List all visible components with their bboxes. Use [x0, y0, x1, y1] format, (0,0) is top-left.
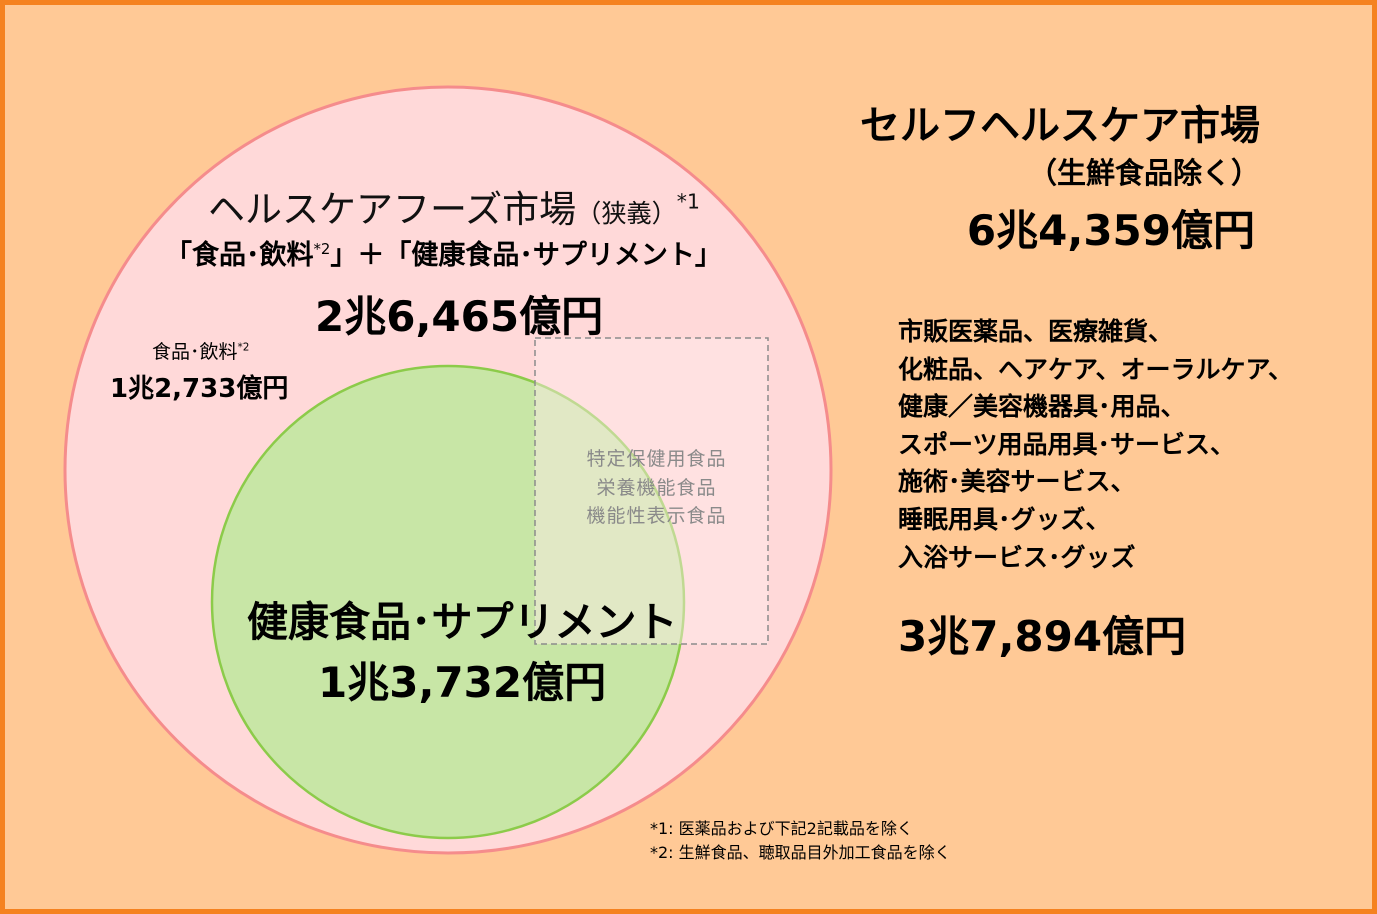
- outer-item: 健康／美容機器具･用品、: [898, 392, 1186, 422]
- health-supplements-circle: [210, 364, 686, 840]
- outer-item: 睡眠用具･グッズ、: [898, 504, 1111, 534]
- fosh-dashed-box: [534, 337, 769, 645]
- healthcare-foods-title: ヘルスケアフーズ市場（狭義）*1: [208, 179, 700, 233]
- fosh-label: 栄養機能食品: [596, 476, 717, 499]
- outer-item: スポーツ用品用具･サービス、: [898, 429, 1236, 459]
- formula-part-food: 「食品･飲料: [165, 240, 314, 271]
- outer-market-title: セルフヘルスケア市場: [860, 103, 1260, 149]
- food-beverage-label-text: 食品･飲料: [152, 341, 238, 363]
- healthcare-foods-value: 2兆6,465億円: [315, 292, 604, 341]
- health-supplements-title: 健康食品･サプリメント: [247, 598, 678, 646]
- outer-items-value: 3兆7,894億円: [898, 612, 1187, 661]
- healthcare-foods-title-footnote: *1: [676, 189, 700, 214]
- food-beverage-value: 1兆2,733億円: [110, 374, 289, 404]
- formula-footnote: *2: [313, 240, 331, 258]
- formula-part-supplements: 」＋「健康食品･サプリメント」: [330, 240, 722, 271]
- healthcare-foods-title-text: ヘルスケアフーズ市場: [208, 188, 577, 231]
- fosh-label: 機能性表示食品: [586, 505, 727, 527]
- outer-market-items: 市販医薬品、医療雑貨、 化粧品、ヘアケア、オーラルケア、 健康／美容機器具･用品…: [898, 313, 1293, 576]
- footnotes: *1: 医薬品および下記2記載品を除く *2: 生鮮食品、聴取品目外加工食品を除…: [650, 817, 951, 865]
- outer-item: 施術･美容サービス、: [898, 467, 1136, 497]
- outer-item: 化粧品、ヘアケア、オーラルケア、: [898, 354, 1294, 384]
- footnote-1: *1: 医薬品および下記2記載品を除く: [650, 819, 913, 838]
- outer-market-value: 6兆4,359億円: [966, 206, 1255, 255]
- fosh-label: 特定保健用食品: [586, 448, 727, 470]
- food-beverage-label: 食品･飲料*2: [152, 337, 249, 364]
- health-supplements-value: 1兆3,732億円: [318, 658, 607, 707]
- healthcare-foods-formula: 「食品･飲料*2」＋「健康食品･サプリメント」: [165, 233, 722, 272]
- outer-item: 入浴サービス･グッズ: [898, 542, 1136, 572]
- healthcare-foods-title-paren: （狭義）: [576, 199, 677, 228]
- outer-market-subtitle: （生鮮食品除く）: [1027, 156, 1260, 190]
- fosh-box-labels: 特定保健用食品 栄養機能食品 機能性表示食品: [540, 445, 773, 531]
- food-beverage-footnote: *2: [237, 341, 250, 354]
- outer-item: 市販医薬品、医療雑貨、: [898, 317, 1174, 346]
- footnote-2: *2: 生鮮食品、聴取品目外加工食品を除く: [650, 843, 951, 862]
